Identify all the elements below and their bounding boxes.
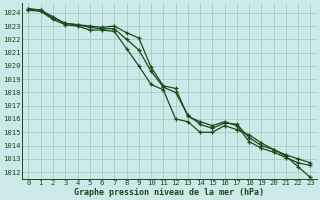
X-axis label: Graphe pression niveau de la mer (hPa): Graphe pression niveau de la mer (hPa)	[75, 188, 264, 197]
